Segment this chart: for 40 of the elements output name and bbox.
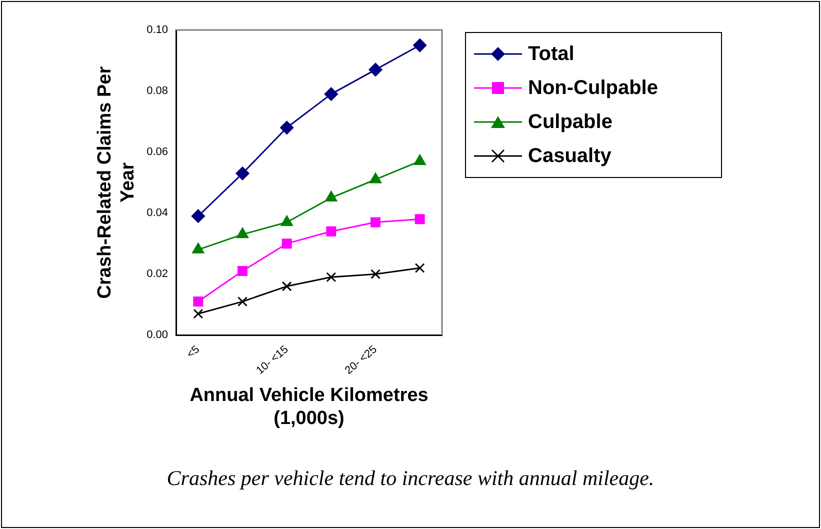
point <box>238 296 248 307</box>
text: Crashes per vehicle tend to increase with annual mileage. <box>166 466 656 491</box>
point <box>192 242 204 254</box>
y-tick-label: 0.08 <box>146 85 168 98</box>
y-tick-label: 0.04 <box>146 207 168 220</box>
point <box>326 272 336 282</box>
point <box>370 172 382 184</box>
point <box>236 228 248 238</box>
y-tick-label: 0.06 <box>146 146 168 158</box>
point <box>368 62 382 76</box>
y-tick-label: 0.02 <box>146 268 168 280</box>
point <box>326 226 336 236</box>
point <box>325 191 338 202</box>
x-axis-title: Annual Vehicle Kilometres (1,000s) <box>190 385 428 429</box>
legend-label: Culpable <box>528 110 612 134</box>
point <box>324 87 338 101</box>
point <box>191 209 205 223</box>
point <box>236 166 250 180</box>
point <box>414 262 425 273</box>
y-tick-label: 0.00 <box>146 329 168 342</box>
x-tick-label: 10- <15 <box>254 344 291 377</box>
x-tick-label: <5 <box>184 344 202 361</box>
point <box>414 154 426 165</box>
point <box>282 281 292 292</box>
y-tick-label: 0.10 <box>146 24 168 36</box>
y-axis-title: Crash-Related Claims Per Year <box>94 66 138 299</box>
point <box>193 308 204 319</box>
point <box>413 38 427 52</box>
legend-label: Casualty <box>528 144 612 168</box>
point <box>370 217 380 228</box>
point <box>414 214 425 224</box>
legend-label: Total <box>528 42 574 66</box>
x-tick-label: 20- <25 <box>342 344 380 377</box>
point <box>370 269 380 280</box>
point <box>282 238 292 249</box>
point <box>238 266 248 276</box>
point <box>280 120 294 134</box>
point <box>193 296 204 307</box>
legend-label: Non-Culpable <box>528 76 658 100</box>
point <box>280 215 293 226</box>
